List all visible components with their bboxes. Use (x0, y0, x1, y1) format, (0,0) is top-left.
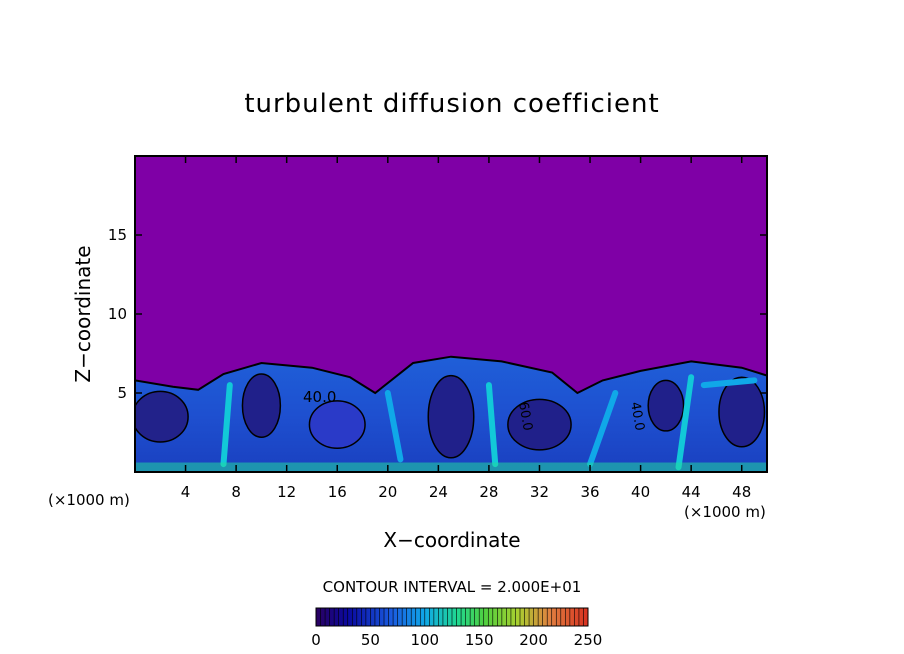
eddy-core (241, 373, 282, 438)
eddy-core (718, 376, 766, 448)
eddy-streak (220, 382, 233, 468)
colorbar-ticks: 0 50 100 150 200 250 (311, 631, 602, 649)
colorbar-tick-label: 200 (519, 631, 548, 649)
y-tick-label: 15 (108, 226, 127, 244)
eddy-core (507, 398, 572, 451)
contour-label-3: 40.0 (627, 401, 647, 432)
x-tick-label: 28 (479, 483, 498, 501)
y-tick-label: 5 (117, 384, 127, 402)
colorbar-tick-label: 150 (465, 631, 494, 649)
x-unit-right: (×1000 m) (684, 503, 766, 521)
x-axis-ticks: 4 8 12 16 20 24 28 32 36 40 44 48 (181, 156, 751, 501)
contour-label-2: 60.0 (515, 401, 535, 432)
eddy-streak (384, 390, 404, 463)
x-tick-label: 12 (277, 483, 296, 501)
x-axis-label: X−coordinate (383, 528, 520, 552)
eddy-streak (700, 377, 758, 389)
eddy-core (647, 379, 685, 432)
eddy-streak (675, 374, 695, 471)
colorbar-tick-label: 50 (361, 631, 380, 649)
x-unit-left: (×1000 m) (48, 491, 130, 509)
y-axis-ticks: 5 10 15 (108, 226, 767, 402)
colorbar-tick-label: 100 (410, 631, 439, 649)
x-tick-label: 16 (328, 483, 347, 501)
x-tick-label: 44 (682, 483, 701, 501)
x-tick-label: 48 (732, 483, 751, 501)
eddy-features (135, 373, 767, 472)
x-tick-label: 32 (530, 483, 549, 501)
x-tick-label: 24 (429, 483, 448, 501)
x-tick-label: 8 (231, 483, 241, 501)
eddy-streak (587, 390, 619, 468)
x-tick-label: 4 (181, 483, 191, 501)
surface-layer (135, 462, 767, 472)
colorbar-tick-label: 250 (574, 631, 603, 649)
colorbar-tick-label: 0 (311, 631, 321, 649)
chart-title: turbulent diffusion coefficient (244, 89, 659, 119)
x-tick-label: 20 (378, 483, 397, 501)
x-tick-label: 40 (631, 483, 650, 501)
contour-label-1: 40.0 (303, 388, 336, 406)
x-tick-label: 36 (580, 483, 599, 501)
contour-interval: CONTOUR INTERVAL = 2.000E+01 (323, 578, 582, 596)
eddy-core (135, 390, 189, 443)
y-axis-label: Z−coordinate (71, 245, 95, 382)
eddy-core (427, 374, 475, 459)
eddy-core (308, 400, 366, 450)
colorbar-bands (320, 608, 584, 626)
y-tick-label: 10 (108, 305, 127, 323)
eddy-streak (485, 382, 499, 468)
